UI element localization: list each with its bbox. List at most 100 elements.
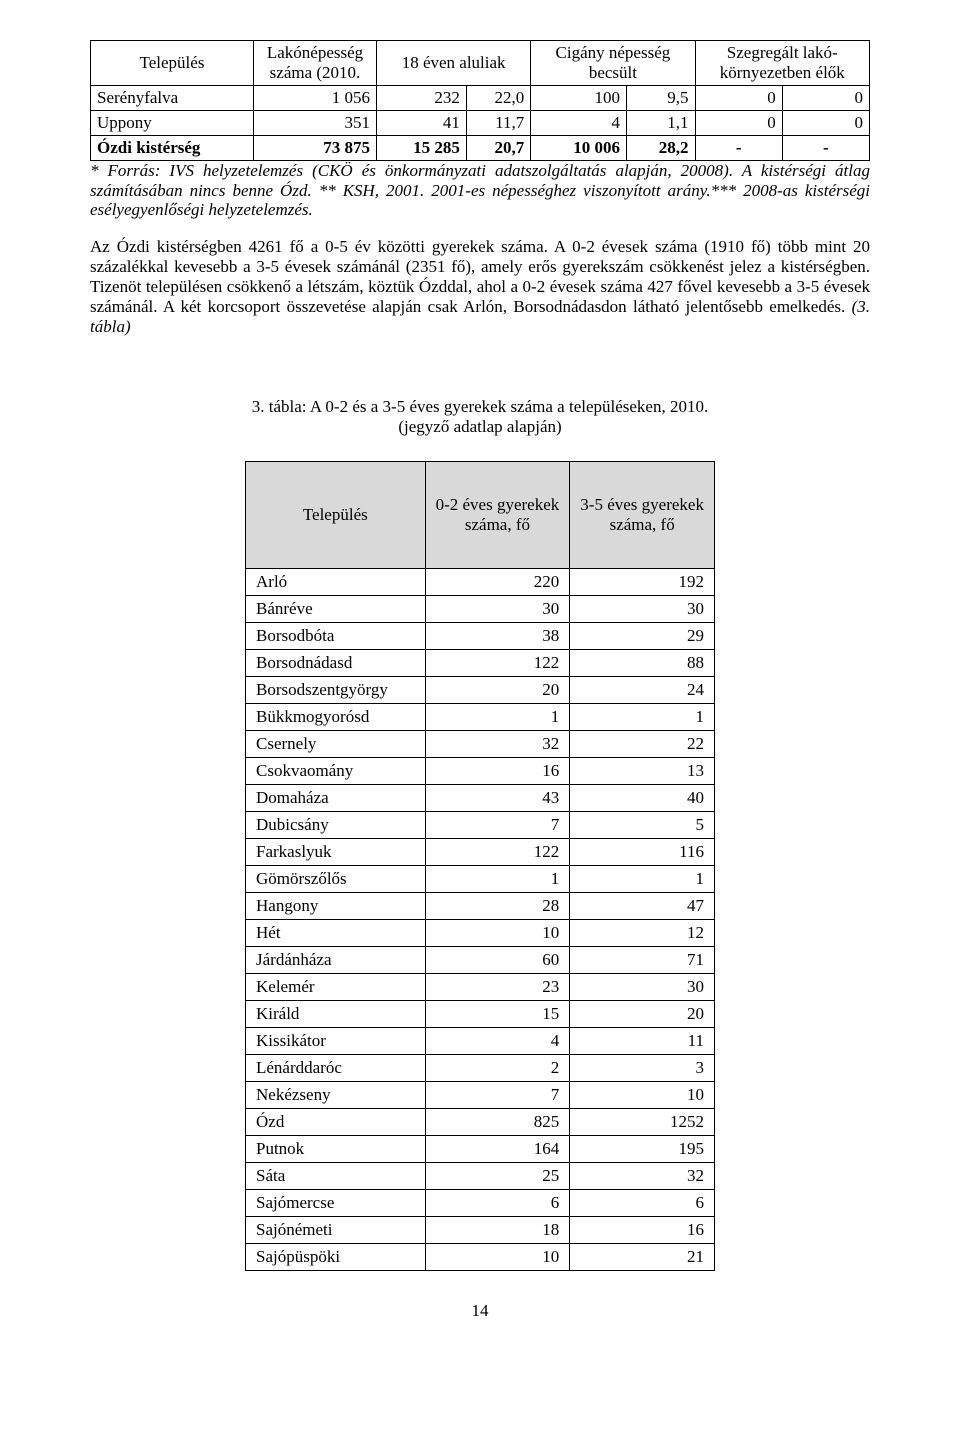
cell-02: 2 [425,1054,570,1081]
cell-name: Domaháza [246,784,426,811]
cell-name: Borsodnádasd [246,649,426,676]
table-row: Sajómercse66 [246,1189,715,1216]
footnote-text: * Forrás: IVS helyzetelemzés (CKÖ és önk… [90,161,870,220]
cell-u18p: 20,7 [466,136,530,161]
cell-02: 43 [425,784,570,811]
cell-name: Serényfalva [91,86,254,111]
cell-35: 13 [570,757,715,784]
table-row: Kelemér2330 [246,973,715,1000]
cell-35: 116 [570,838,715,865]
cell-35: 24 [570,676,715,703]
cell-02: 7 [425,811,570,838]
th-roma: Cigány népesség becsült [531,41,695,86]
cell-02: 122 [425,838,570,865]
table-row: Hangony2847 [246,892,715,919]
cell-name: Sajópüspöki [246,1243,426,1270]
cell-35: 10 [570,1081,715,1108]
cell-35: 20 [570,1000,715,1027]
cell-02: 60 [425,946,570,973]
cell-name: Bánréve [246,595,426,622]
cell-name: Csokvaomány [246,757,426,784]
th-segregated: Szegregált lakó-környezetben élők [695,41,869,86]
cell-romaP: 28,2 [627,136,696,161]
cell-35: 5 [570,811,715,838]
population-table: Település Lakónépesség száma (2010. 18 é… [90,40,870,161]
cell-name: Hangony [246,892,426,919]
cell-name: Borsodbóta [246,622,426,649]
cell-name: Dubicsány [246,811,426,838]
cell-35: 1 [570,703,715,730]
cell-35: 16 [570,1216,715,1243]
cell-pop: 1 056 [254,86,377,111]
cell-romaA: 100 [531,86,627,111]
paragraph: Az Ózdi kistérségben 4261 fő a 0-5 év kö… [90,237,870,337]
table-row: Borsodnádasd12288 [246,649,715,676]
table-row: Bükkmogyorósd11 [246,703,715,730]
cell-name: Sáta [246,1162,426,1189]
children-table: Település 0-2 éves gyerekek száma, fő 3-… [245,461,715,1271]
cell-35: 22 [570,730,715,757]
cell-02: 23 [425,973,570,1000]
cell-02: 7 [425,1081,570,1108]
table-row: Csokvaomány1613 [246,757,715,784]
cell-segP: 0 [782,111,869,136]
cell-romaP: 9,5 [627,86,696,111]
table-row: Bánréve3030 [246,595,715,622]
table-row: Ózd8251252 [246,1108,715,1135]
cell-02: 20 [425,676,570,703]
cell-segP: 0 [782,86,869,111]
cell-name: Sajómercse [246,1189,426,1216]
page-number: 14 [90,1301,870,1321]
cell-02: 25 [425,1162,570,1189]
table-header-row: Település Lakónépesség száma (2010. 18 é… [91,41,870,86]
cell-segA: - [695,136,782,161]
table-row: Sáta2532 [246,1162,715,1189]
cell-35: 11 [570,1027,715,1054]
cell-02: 122 [425,649,570,676]
cell-name: Csernely [246,730,426,757]
cell-name: Borsodszentgyörgy [246,676,426,703]
cell-35: 32 [570,1162,715,1189]
cell-35: 30 [570,595,715,622]
cell-02: 164 [425,1135,570,1162]
cell-35: 21 [570,1243,715,1270]
cell-name: Uppony [91,111,254,136]
th-population: Lakónépesség száma (2010. [254,41,377,86]
cell-35: 30 [570,973,715,1000]
cell-35: 3 [570,1054,715,1081]
th-settlement: Település [91,41,254,86]
cell-name: Farkaslyuk [246,838,426,865]
cell-02: 10 [425,919,570,946]
cell-02: 28 [425,892,570,919]
th-35: 3-5 éves gyerekek száma, fő [570,461,715,568]
table-row: Hét1012 [246,919,715,946]
cell-romaA: 4 [531,111,627,136]
cell-name: Ózdi kistérség [91,136,254,161]
table-row: Sajónémeti1816 [246,1216,715,1243]
th-under18: 18 éven aluliak [377,41,531,86]
cell-name: Hét [246,919,426,946]
cell-name: Putnok [246,1135,426,1162]
table-row: Dubicsány75 [246,811,715,838]
cell-02: 38 [425,622,570,649]
cell-02: 30 [425,595,570,622]
cell-35: 1 [570,865,715,892]
table-row: Sajópüspöki1021 [246,1243,715,1270]
table-row: Járdánháza6071 [246,946,715,973]
table-row: Kissikátor411 [246,1027,715,1054]
cell-35: 192 [570,568,715,595]
cell-u18a: 41 [377,111,467,136]
cell-name: Királd [246,1000,426,1027]
cell-02: 18 [425,1216,570,1243]
table-row: Uppony 351 41 11,7 4 1,1 0 0 [91,111,870,136]
cell-35: 1252 [570,1108,715,1135]
cell-romaA: 10 006 [531,136,627,161]
cell-name: Sajónémeti [246,1216,426,1243]
cell-35: 47 [570,892,715,919]
th-settlement: Település [246,461,426,568]
table-row: Lénárddaróc23 [246,1054,715,1081]
cell-02: 10 [425,1243,570,1270]
table-row: Csernely3222 [246,730,715,757]
cell-u18a: 15 285 [377,136,467,161]
cell-02: 16 [425,757,570,784]
